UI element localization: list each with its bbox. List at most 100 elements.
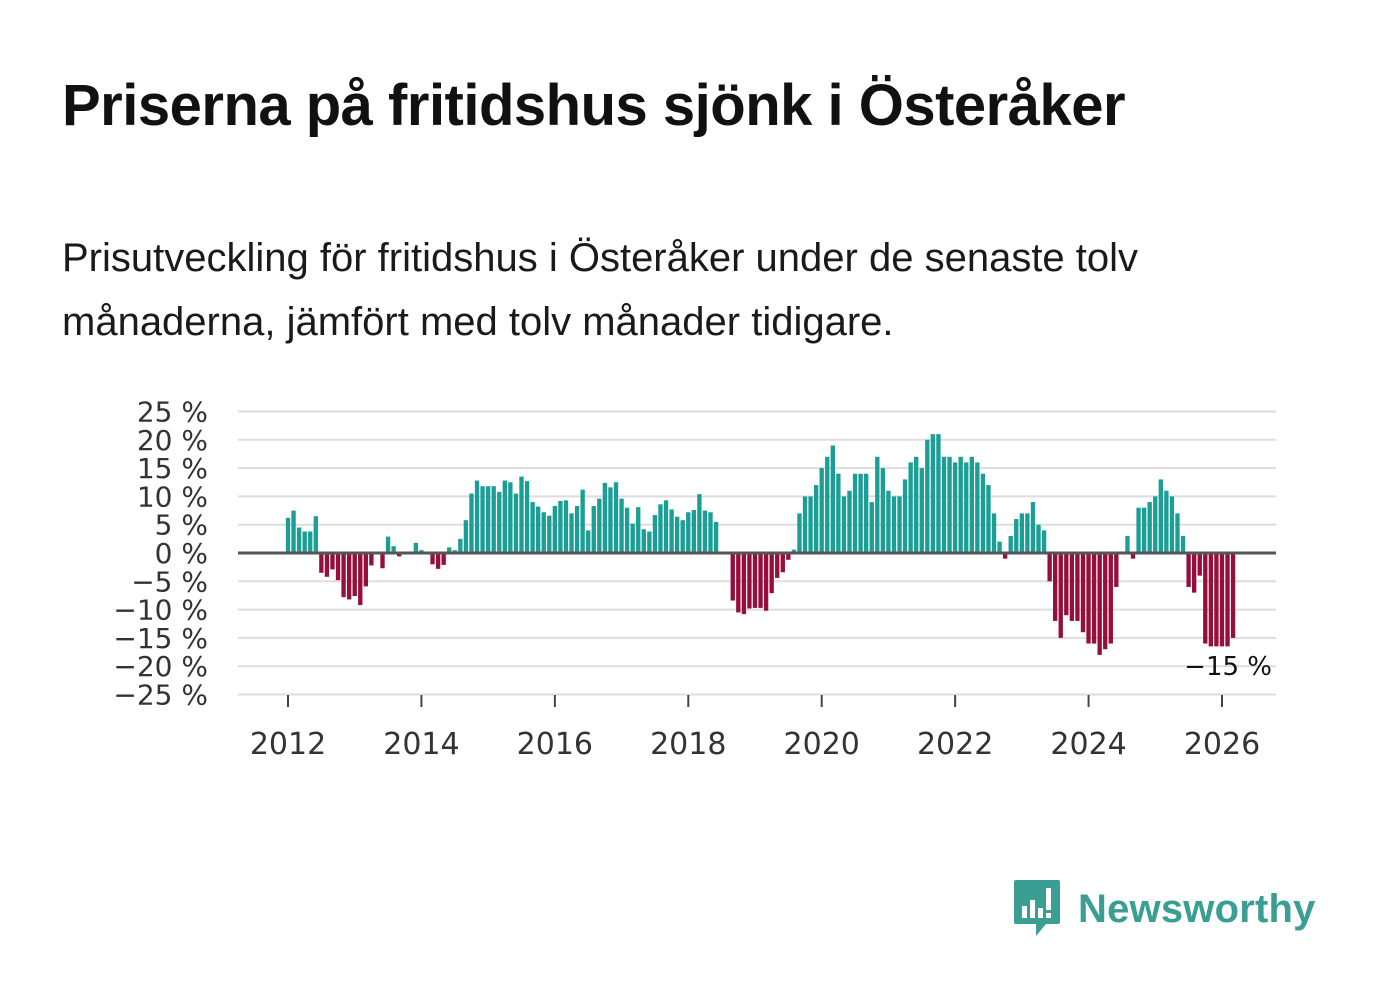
bar [769,553,774,594]
bar [569,513,574,553]
bar [508,482,513,553]
bar [308,531,313,553]
bar [775,553,780,578]
bar [1114,553,1119,587]
bar [474,480,480,553]
x-tick-label: 2018 [650,727,726,762]
bar [1075,553,1080,621]
bar [1097,553,1102,655]
bar [658,504,663,553]
bar [808,496,813,553]
last-value-label: −15 % [1184,652,1272,682]
bar [1208,553,1214,647]
bar [663,500,669,553]
y-tick-label: −20 % [113,650,208,683]
bar [1158,479,1163,553]
bar [441,553,446,565]
bar [1047,553,1052,582]
bar [869,502,874,553]
bar [1230,553,1236,638]
bar [919,468,924,553]
y-tick-label: 15 % [137,452,208,485]
bar [964,462,969,553]
bar [413,542,419,553]
y-tick-label: 25 % [137,396,208,429]
bar [397,553,402,557]
bar [430,553,435,565]
bar-series [285,434,1236,655]
bar [1130,553,1136,559]
x-tick-label: 2014 [383,727,459,762]
bar [752,553,758,608]
bar [608,487,613,553]
bar [680,520,685,553]
bar [847,490,852,553]
bar [763,553,769,611]
bar [1002,553,1008,559]
bar [1136,507,1141,553]
bar [1008,536,1013,553]
bar [908,462,913,553]
y-axis-ticks: 25 %20 %15 %10 %5 %0 %−5 %−10 %−15 %−20 … [113,396,208,712]
bar [296,527,302,553]
bar [602,482,608,553]
bar [947,456,952,553]
bar [536,506,541,553]
bar [1203,553,1208,644]
bar [969,456,974,553]
x-tick-label: 2022 [917,727,993,762]
newsworthy-logo-icon [1014,880,1060,936]
x-tick-label: 2024 [1050,727,1126,762]
bar [886,490,891,553]
bar [447,547,452,553]
chart-subtitle: Prisutveckling för fritidshus i Österåke… [62,236,1139,344]
bar [925,439,930,553]
x-tick-label: 2020 [784,727,860,762]
bar [991,513,997,553]
bar [958,456,963,553]
bar [1164,490,1169,553]
y-tick-label: 10 % [137,480,208,513]
bar [708,512,713,553]
bar [1125,536,1130,553]
y-tick-label: −10 % [113,594,208,627]
bar [530,502,535,553]
bar [330,553,335,570]
bar [902,479,908,553]
bar [624,507,630,553]
bar [519,476,524,553]
bar [358,553,363,606]
x-tick-label: 2026 [1184,727,1260,762]
bar [313,516,318,553]
bar [1019,513,1024,553]
bar [1153,496,1158,553]
bar [674,516,680,553]
bar [1069,553,1075,621]
bar [741,553,747,615]
bar [758,553,763,608]
bar [1214,553,1219,647]
bar [897,496,902,553]
bar [841,496,847,553]
bar [802,496,808,553]
bar [1080,553,1086,633]
bar [813,485,819,553]
y-tick-label: 0 % [155,537,208,570]
bar [552,506,558,553]
bar [975,462,980,553]
bar [791,549,797,553]
bar [463,520,469,553]
bar [830,445,835,553]
bar [647,531,652,553]
y-tick-label: −25 % [113,679,208,712]
bar [702,510,708,553]
bar [980,473,986,553]
bar [936,434,941,553]
bar [1219,553,1225,647]
bar [485,486,491,553]
bar [825,456,830,553]
bar [1064,553,1069,616]
bar [669,509,674,553]
bar [836,473,841,553]
bar [369,553,374,566]
